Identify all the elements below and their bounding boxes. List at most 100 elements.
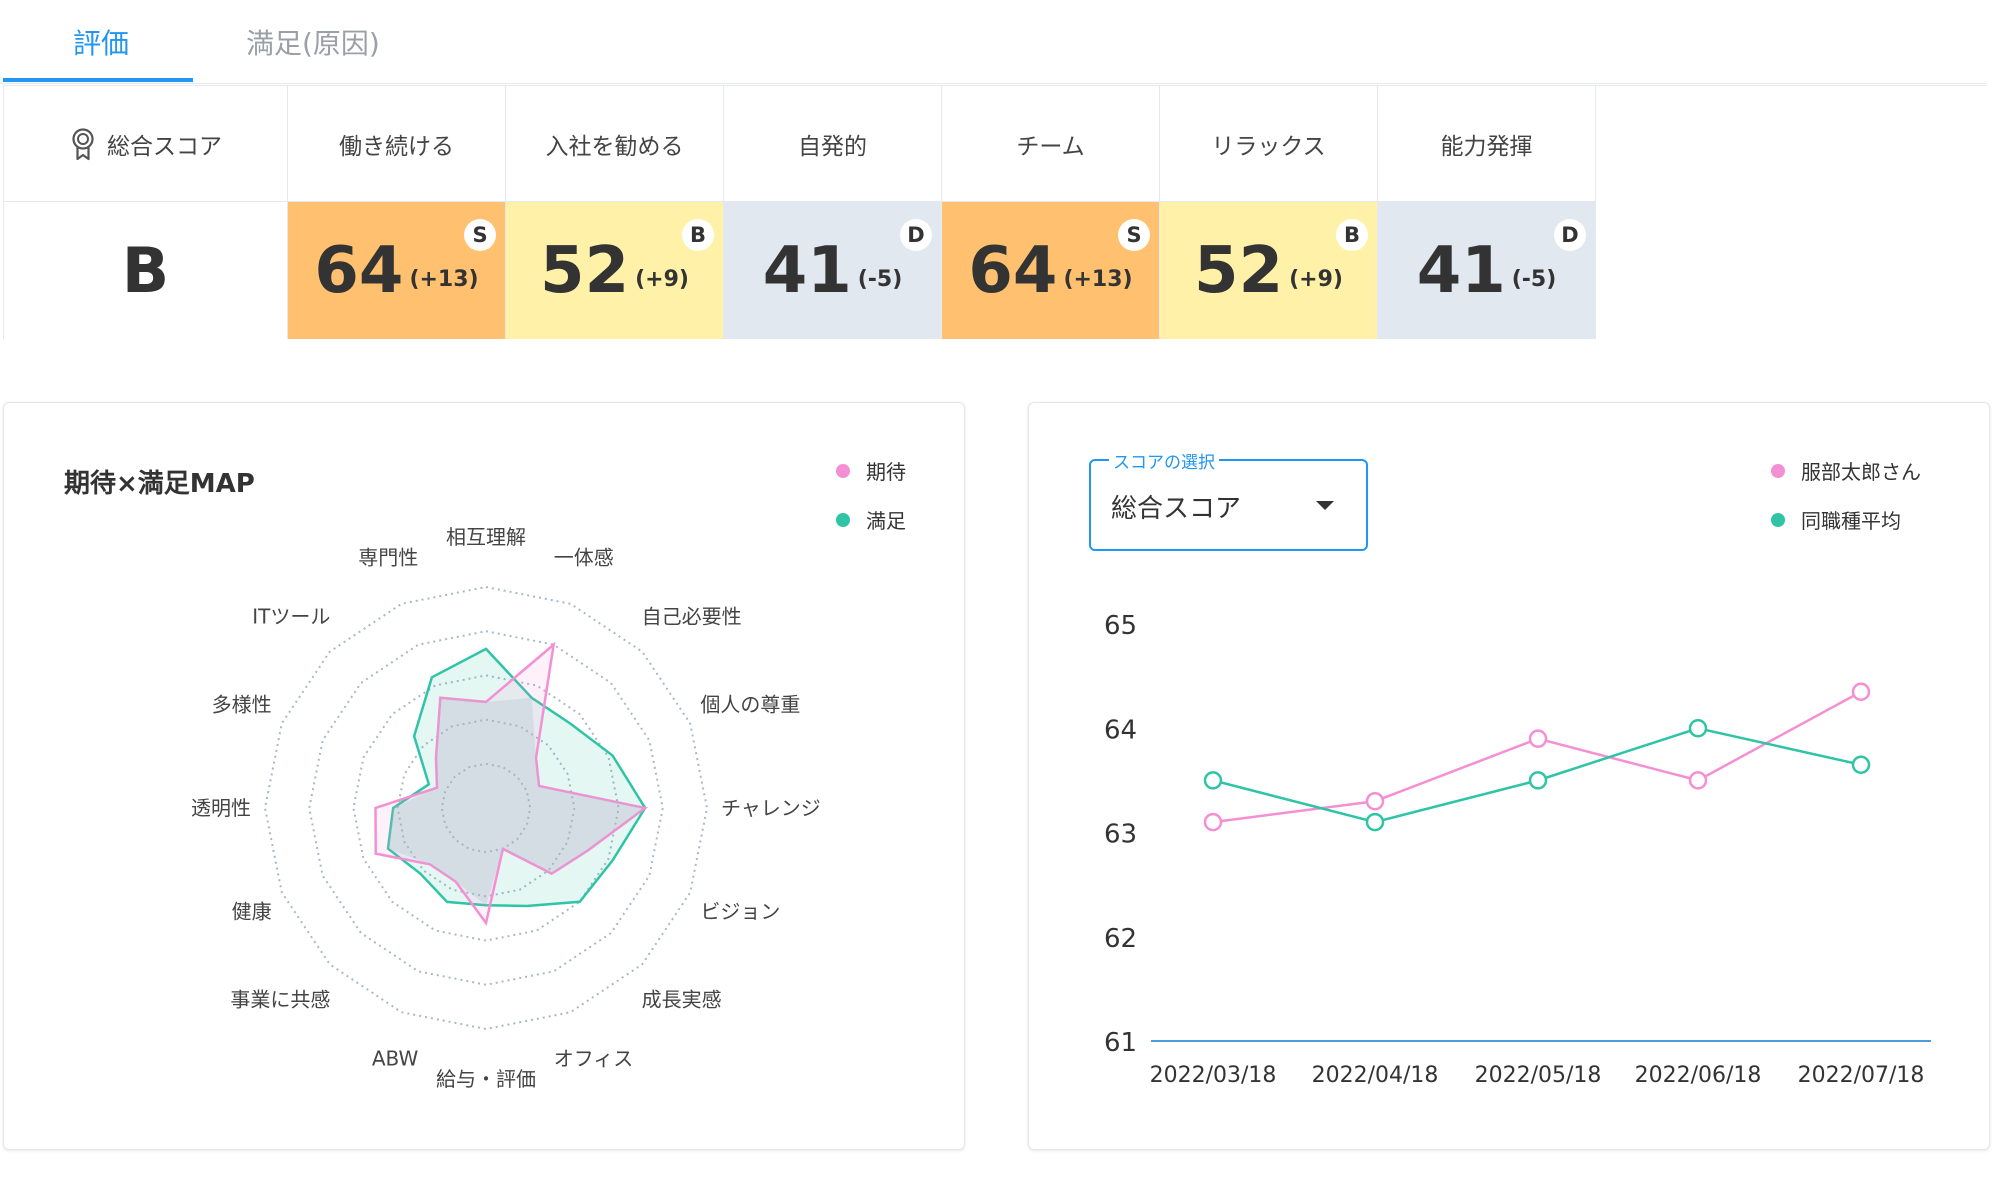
radar-axis-label: 専門性 xyxy=(358,546,418,570)
score-header: 能力発揮 xyxy=(1378,86,1595,202)
score-trend-card: スコアの選択 総合スコア 服部太郎さん 同職種平均 65 64 63 62 61 2022… xyxy=(1028,402,1990,1150)
legend-item-expectation: 期待 xyxy=(836,446,906,495)
score-table: 総合スコア B 働き続ける 64 (+13) S 入社を勧める 52 (+9) B … xyxy=(3,85,1987,339)
legend-label: 同職種平均 xyxy=(1801,509,1901,533)
score-column-recommend: 入社を勧める 52 (+9) B xyxy=(506,86,724,339)
legend-item-satisfaction: 満足 xyxy=(836,495,906,544)
radar-axis-label: 個人の尊重 xyxy=(700,692,800,716)
score-cell: 52 (+9) B xyxy=(506,202,723,339)
score-header: チーム xyxy=(942,86,1159,202)
score-value: 64 xyxy=(314,233,404,308)
y-tick-label: 63 xyxy=(1104,820,1137,850)
score-cell: 41 (-5) D xyxy=(724,202,941,339)
tab-satisfaction-cause[interactable]: 満足(原因) xyxy=(246,27,380,60)
radar-overlap-area xyxy=(387,697,646,906)
score-cell: 64 (+13) S xyxy=(942,202,1159,339)
score-diff: (+9) xyxy=(1289,267,1343,292)
score-header: 入社を勧める xyxy=(506,86,723,202)
radar-axis-label: 成長実感 xyxy=(642,988,722,1012)
score-diff: (-5) xyxy=(1511,267,1557,292)
grade-badge: S xyxy=(464,219,496,251)
score-header: 働き続ける xyxy=(288,86,505,202)
grade-badge: B xyxy=(1336,219,1368,251)
legend-item-person: 服部太郎さん xyxy=(1771,446,1921,495)
radar-legend: 期待 満足 xyxy=(836,446,906,544)
radar-series-expectation xyxy=(374,641,649,926)
grade-badge: D xyxy=(1554,219,1586,251)
score-diff: (+13) xyxy=(409,267,479,292)
score-value: 52 xyxy=(1194,233,1284,308)
grade-badge: B xyxy=(682,219,714,251)
data-point-average xyxy=(1851,755,1871,774)
data-point-average xyxy=(1365,812,1385,832)
x-tick-label: 2022/07/18 xyxy=(1798,1063,1925,1088)
radar-axis-label: ITツール xyxy=(252,604,330,628)
radar-grid-ring xyxy=(440,762,532,854)
radar-axis-label: 多様性 xyxy=(212,692,272,716)
y-tick-label: 64 xyxy=(1104,715,1137,745)
data-point-person xyxy=(1688,771,1708,790)
legend-dot-expectation xyxy=(836,463,850,478)
score-column-ability: 能力発揮 41 (-5) D xyxy=(1378,86,1596,339)
radar-axis-label: 相互理解 xyxy=(446,525,526,549)
legend-label: 服部太郎さん xyxy=(1801,460,1921,484)
expectation-satisfaction-map-card: 期待×満足MAP 期待 満足 相互理解 一体感 自己必要性 個人の尊重 チャレンジ ビジョ… xyxy=(3,402,965,1150)
grade-badge: S xyxy=(1118,219,1150,251)
legend-dot-person xyxy=(1771,463,1785,478)
tab-bar: 評価 満足(原因) xyxy=(0,0,1986,84)
radar-grid-ring xyxy=(396,718,576,898)
line-chart: 65 64 63 62 61 2022/03/18 2022/04/18 2022/05/18… xyxy=(1104,611,1931,1088)
score-column-relax: リラックス 52 (+9) B xyxy=(1160,86,1378,339)
score-select[interactable]: スコアの選択 総合スコア xyxy=(1089,448,1368,551)
y-tick-label: 62 xyxy=(1104,924,1137,954)
radar-axis-label: 事業に共感 xyxy=(230,988,330,1012)
x-tick-label: 2022/06/18 xyxy=(1635,1063,1762,1088)
data-point-average xyxy=(1528,771,1548,790)
score-value: 52 xyxy=(540,233,630,308)
y-tick-label: 65 xyxy=(1104,611,1137,641)
grade-badge: D xyxy=(900,219,932,251)
x-tick-label: 2022/03/18 xyxy=(1150,1063,1277,1088)
legend-item-average: 同職種平均 xyxy=(1771,495,1921,544)
radar-axis-label: 給与・評価 xyxy=(436,1067,536,1091)
legend-label: 満足 xyxy=(866,509,906,533)
radar-axis-label: 自己必要性 xyxy=(642,604,742,628)
score-cell: 64 (+13) S xyxy=(288,202,505,339)
radar-grid-ring xyxy=(308,630,664,986)
score-value: 41 xyxy=(1416,233,1506,308)
overall-score-header: 総合スコア xyxy=(4,86,287,202)
overall-grade: B xyxy=(121,234,170,307)
score-diff: (+9) xyxy=(635,267,689,292)
radar-axis-label: 一体感 xyxy=(554,546,614,570)
score-cell: 41 (-5) D xyxy=(1378,202,1595,339)
radar-axis-label: ビジョン xyxy=(700,900,780,924)
score-value: 41 xyxy=(762,233,852,308)
radar-grid-ring xyxy=(263,585,709,1031)
data-point-person xyxy=(1203,812,1223,832)
tab-evaluation[interactable]: 評価 xyxy=(73,27,130,60)
score-cell: 52 (+9) B xyxy=(1160,202,1377,339)
legend-dot-average xyxy=(1771,512,1785,527)
score-value: 64 xyxy=(968,233,1058,308)
x-tick-label: 2022/04/18 xyxy=(1312,1063,1439,1088)
award-ribbon-icon xyxy=(72,127,94,160)
score-diff: (+13) xyxy=(1063,267,1133,292)
score-column-team: チーム 64 (+13) S xyxy=(942,86,1160,339)
score-select-value: 総合スコア xyxy=(1111,494,1242,524)
radar-axis-label: チャレンジ xyxy=(721,796,821,820)
legend-dot-satisfaction xyxy=(836,512,850,527)
line-legend: 服部太郎さん 同職種平均 xyxy=(1771,446,1921,544)
score-select-label: スコアの選択 xyxy=(1109,448,1219,473)
overall-score-cell: B xyxy=(4,202,287,339)
radar-axis-label: オフィス xyxy=(554,1046,634,1070)
data-point-average xyxy=(1688,719,1708,738)
radar-axis-label: 透明性 xyxy=(191,796,251,820)
caret-down-icon xyxy=(1316,501,1334,510)
overall-score-column: 総合スコア B xyxy=(4,86,288,339)
score-header: リラックス xyxy=(1160,86,1377,202)
score-diff: (-5) xyxy=(857,267,903,292)
radar-axis-label: 健康 xyxy=(232,900,272,924)
legend-label: 期待 xyxy=(866,460,906,484)
y-tick-label: 61 xyxy=(1104,1028,1137,1058)
